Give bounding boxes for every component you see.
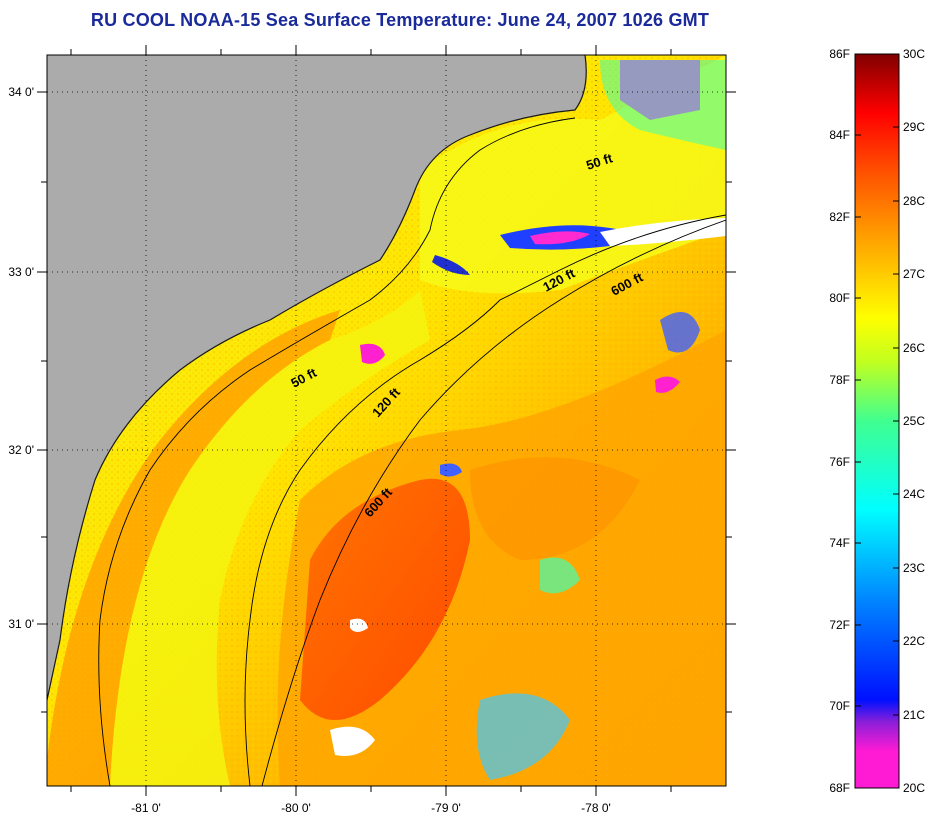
colorbar-c-label: 26C	[903, 341, 925, 355]
colorbar-f-label: 86F	[829, 47, 850, 61]
colorbar-c-label: 20C	[903, 781, 925, 795]
lon-tick-label: -80 0'	[281, 801, 311, 815]
colorbar-c-label: 23C	[903, 561, 925, 575]
colorbar-f-label: 68F	[829, 781, 850, 795]
lat-tick-label: 31 0'	[8, 617, 34, 631]
colorbar-c-label: 28C	[903, 194, 925, 208]
colorbar-c-label: 24C	[903, 487, 925, 501]
colorbar-f-label: 74F	[829, 536, 850, 550]
map-canvas: 50 ft 120 ft 600 ft 50 ft 120 ft 600 ft	[47, 55, 726, 786]
axis-ticks	[37, 45, 736, 796]
colorbar-gradient	[854, 53, 900, 789]
colorbar-f-label: 76F	[829, 455, 850, 469]
colorbar-f-label: 70F	[829, 699, 850, 713]
colorbar-c-label: 25C	[903, 414, 925, 428]
lon-tick-label: -79 0'	[431, 801, 461, 815]
cool-water-patches	[70, 60, 726, 780]
lat-tick-label: 33 0'	[8, 265, 34, 279]
lat-tick-label: 34 0'	[8, 85, 34, 99]
contour-120ft	[244, 214, 726, 786]
temperature-colorbar: 86F 84F 82F 80F 78F 76F 74F 72F 70F 68F …	[829, 47, 925, 795]
colorbar-c-label: 30C	[903, 47, 925, 61]
lon-tick-label: -81 0'	[131, 801, 161, 815]
colorbar-f-label: 72F	[829, 618, 850, 632]
contour-600ft	[261, 219, 726, 786]
graticule	[47, 55, 726, 786]
lat-tick-label: 32 0'	[8, 443, 34, 457]
land-area	[47, 55, 587, 700]
colorbar-c-label: 21C	[903, 708, 925, 722]
colorbar-f-label: 78F	[829, 373, 850, 387]
colorbar-f-label: 82F	[829, 210, 850, 224]
colorbar-c-label: 22C	[903, 634, 925, 648]
colorbar-c-label: 29C	[903, 120, 925, 134]
map-frame	[46, 54, 727, 787]
colorbar-c-label: 27C	[903, 267, 925, 281]
colorbar-f-label: 80F	[829, 291, 850, 305]
contour-50ft	[98, 117, 576, 786]
coastline	[47, 55, 587, 701]
lon-tick-label: -78 0'	[581, 801, 611, 815]
map-title: RU COOL NOAA-15 Sea Surface Temperature:…	[90, 10, 710, 30]
colorbar-f-label: 84F	[829, 128, 850, 142]
